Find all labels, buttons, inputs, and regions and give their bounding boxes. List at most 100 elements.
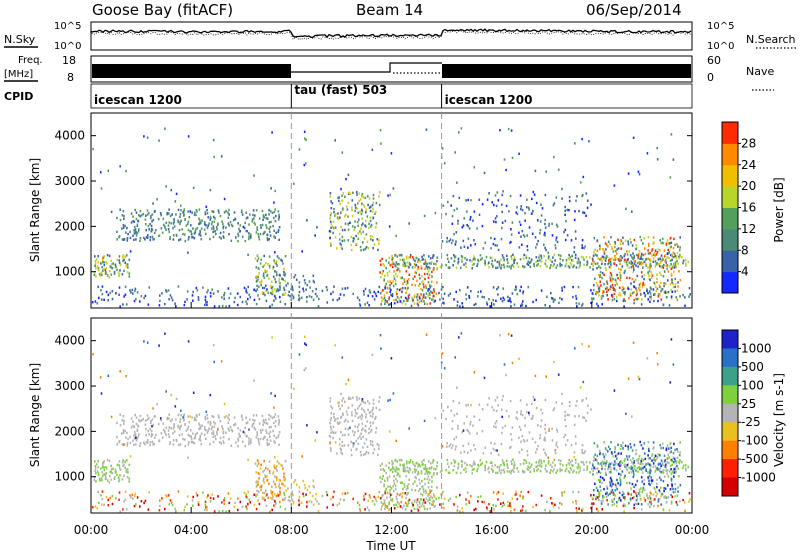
power-cell bbox=[650, 271, 653, 274]
velocity-cell bbox=[617, 482, 619, 485]
power-cell bbox=[543, 255, 545, 258]
velocity-cell bbox=[383, 499, 386, 502]
velocity-cell bbox=[620, 464, 622, 467]
power-cell bbox=[144, 218, 147, 221]
velocity-cell bbox=[174, 507, 176, 510]
velocity-cell bbox=[222, 431, 224, 435]
power-cell bbox=[516, 206, 518, 209]
velocity-cell bbox=[575, 442, 577, 445]
power-cell bbox=[334, 236, 337, 239]
power-cell bbox=[234, 217, 236, 221]
power-cell bbox=[552, 297, 554, 301]
power-cell bbox=[165, 289, 167, 292]
power-cell bbox=[445, 212, 447, 216]
power-cell bbox=[604, 263, 606, 266]
power-cell bbox=[608, 257, 610, 260]
velocity-cell bbox=[631, 466, 634, 470]
velocity-cell bbox=[396, 460, 398, 463]
velocity-cell bbox=[602, 497, 604, 500]
power-cell bbox=[463, 217, 465, 220]
velocity-cell bbox=[407, 503, 409, 507]
velocity-cell bbox=[122, 508, 124, 511]
velocity-cell bbox=[668, 461, 670, 465]
power-cell bbox=[573, 264, 575, 267]
power-cell bbox=[451, 215, 454, 218]
velocity-cell bbox=[220, 442, 222, 445]
velocity-cell bbox=[613, 467, 616, 471]
power-cell bbox=[367, 195, 369, 198]
power-cell bbox=[347, 215, 349, 218]
power-cell bbox=[366, 240, 369, 243]
power-cell bbox=[151, 213, 154, 216]
velocity-cell bbox=[658, 489, 661, 492]
power-cell bbox=[428, 292, 431, 295]
power-cell bbox=[274, 220, 277, 223]
velocity-cell bbox=[99, 376, 102, 379]
power-cell bbox=[194, 230, 197, 233]
velocity-cell bbox=[653, 446, 655, 449]
velocity-cell bbox=[156, 403, 158, 406]
velocity-cell bbox=[398, 502, 400, 505]
power-cell bbox=[630, 266, 633, 269]
velocity-cell bbox=[615, 504, 618, 508]
power-cell bbox=[609, 257, 612, 261]
velocity-cell bbox=[173, 423, 175, 426]
velocity-cell bbox=[358, 507, 361, 511]
power-cell bbox=[361, 193, 364, 196]
power-cell bbox=[689, 293, 691, 296]
power-cell bbox=[624, 260, 626, 263]
power-cell bbox=[574, 210, 576, 213]
velocity-cell bbox=[217, 495, 219, 498]
velocity-cell bbox=[662, 471, 665, 474]
velocity-cell bbox=[209, 496, 212, 500]
velocity-cell bbox=[640, 503, 643, 506]
velocity-cell bbox=[312, 503, 315, 506]
power-cell bbox=[283, 267, 285, 270]
power-cell bbox=[447, 294, 450, 297]
power-cell bbox=[359, 245, 362, 249]
power-cell bbox=[525, 304, 527, 308]
velocity-cell bbox=[338, 502, 341, 505]
power-cell bbox=[381, 300, 383, 303]
power-cell bbox=[649, 266, 651, 270]
power-cell bbox=[330, 292, 332, 296]
power-cell bbox=[407, 286, 409, 290]
power-cell bbox=[495, 204, 498, 208]
power-cell bbox=[301, 250, 303, 253]
velocity-cell bbox=[576, 510, 578, 513]
velocity-cell bbox=[567, 462, 570, 465]
velocity-cell bbox=[260, 484, 263, 487]
velocity-cell bbox=[197, 503, 200, 506]
power-cell bbox=[139, 300, 141, 303]
power-cell bbox=[255, 266, 258, 269]
power-cell bbox=[517, 265, 520, 268]
power-cell bbox=[388, 225, 391, 228]
velocity-cell bbox=[150, 435, 153, 438]
velocity-cell bbox=[424, 464, 427, 467]
velocity-cell bbox=[283, 491, 285, 495]
velocity-cell bbox=[340, 451, 343, 454]
velocity-cell bbox=[133, 437, 136, 440]
power-cell bbox=[453, 232, 455, 236]
velocity-cell bbox=[646, 357, 649, 360]
power-cell bbox=[423, 302, 426, 305]
velocity-cell bbox=[350, 440, 353, 444]
power-cell bbox=[404, 296, 407, 300]
velocity-cell bbox=[652, 441, 655, 444]
power-cell bbox=[388, 298, 390, 301]
velocity-cell bbox=[151, 418, 154, 421]
power-cell bbox=[623, 271, 626, 274]
power-cell bbox=[282, 278, 284, 281]
power-cell bbox=[642, 266, 644, 269]
velocity-cell bbox=[501, 431, 503, 435]
velocity-cell bbox=[522, 462, 525, 465]
power-cell bbox=[622, 299, 625, 303]
velocity-cell bbox=[212, 343, 215, 347]
velocity-cell bbox=[404, 508, 407, 511]
velocity-cell bbox=[93, 478, 96, 481]
velocity-cell bbox=[408, 427, 410, 430]
velocity-cell bbox=[303, 335, 306, 338]
velocity-cell bbox=[472, 463, 475, 466]
power-cell bbox=[354, 209, 357, 213]
power-cell bbox=[346, 286, 349, 290]
